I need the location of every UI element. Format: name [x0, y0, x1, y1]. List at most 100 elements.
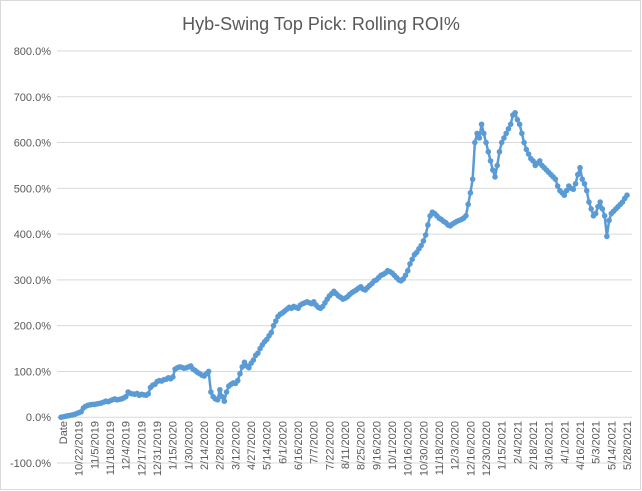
x-tick-label: 12/31/2019: [152, 421, 164, 476]
data-point: [402, 272, 409, 279]
data-point: [170, 374, 176, 380]
data-point: [512, 110, 518, 116]
x-tick-label: 10/30/2020: [418, 421, 430, 476]
data-point: [498, 139, 505, 146]
data-point: [481, 130, 487, 137]
data-point: [422, 232, 429, 238]
x-tick-label: 11/18/2020: [434, 421, 446, 475]
data-point: [409, 256, 416, 263]
x-tick-label: 1/15/2020: [168, 421, 180, 470]
data-point: [478, 121, 485, 128]
x-tick-label: 10/1/2020: [387, 421, 399, 470]
x-tick-label: 4/27/2020: [246, 421, 258, 470]
series-layer: [58, 110, 630, 421]
x-tick-label: 2/18/2021: [528, 421, 540, 470]
data-point: [219, 393, 225, 400]
y-tick-label: -100.0%: [10, 458, 51, 470]
data-point: [577, 164, 583, 171]
data-point: [221, 398, 228, 405]
x-tick-label: 12/3/2020: [450, 421, 462, 470]
data-point: [536, 158, 543, 164]
x-tick-label: 5/28/2021: [622, 421, 634, 470]
data-point: [272, 318, 279, 324]
data-point: [583, 187, 590, 194]
y-tick-label: 500.0%: [14, 183, 52, 195]
data-point: [624, 192, 630, 198]
data-point: [572, 180, 579, 187]
data-point: [489, 167, 496, 173]
x-tick-label: 2/4/2021: [512, 421, 524, 464]
x-tick-label: 12/4/2019: [121, 421, 133, 470]
x-tick-label: 3/16/2021: [544, 421, 556, 470]
data-point: [223, 389, 230, 395]
x-tick-label: 4/16/2021: [575, 421, 587, 470]
data-point: [255, 350, 261, 356]
data-point: [239, 364, 246, 370]
y-tick-label: 0.0%: [26, 412, 51, 424]
y-axis-tick-labels: -100.0% 0.0% 100.0% 200.0% 300.0% 400.0% 500.0…: [10, 46, 51, 470]
x-tick-label: 2/14/2020: [199, 421, 211, 470]
data-point: [420, 238, 427, 244]
chart-title: Hyb-Swing Top Pick: Rolling ROI%: [182, 14, 460, 34]
data-point: [581, 180, 588, 187]
data-point: [505, 126, 512, 132]
data-point: [552, 176, 559, 182]
y-tick-label: 100.0%: [14, 366, 52, 378]
data-point: [525, 151, 532, 157]
data-point: [145, 391, 152, 397]
x-tick-label: 7/7/2020: [309, 421, 321, 464]
data-point: [208, 389, 214, 395]
x-tick-label: 8/11/2020: [340, 421, 352, 469]
x-tick-label: 3/12/2020: [230, 421, 242, 470]
y-tick-label: 700.0%: [14, 92, 52, 104]
data-point: [597, 199, 603, 205]
data-point: [404, 267, 411, 274]
data-point: [503, 130, 509, 137]
data-point: [217, 386, 223, 393]
data-point: [467, 190, 474, 196]
data-point: [586, 199, 592, 205]
data-point: [205, 368, 212, 375]
data-point: [492, 174, 498, 180]
data-point: [561, 192, 568, 198]
data-point: [514, 116, 521, 123]
data-point: [579, 176, 586, 182]
x-tick-label: 10/16/2020: [403, 421, 415, 476]
data-point: [519, 130, 525, 137]
x-tick-label: 1/30/2020: [183, 421, 195, 470]
x-tick-label: 4/1/2021: [559, 421, 571, 464]
data-point: [606, 217, 612, 224]
gridlines: [57, 50, 632, 464]
data-point: [214, 397, 221, 403]
data-point: [483, 139, 489, 146]
data-point: [476, 135, 483, 141]
data-point: [516, 121, 523, 128]
data-point: [246, 364, 252, 371]
x-tick-label: 12/30/2020: [481, 421, 493, 476]
x-tick-label: 11/5/2019: [89, 421, 101, 469]
y-tick-label: 200.0%: [14, 321, 52, 333]
data-point: [604, 233, 610, 240]
data-point: [474, 130, 480, 137]
x-tick-label: 1/15/2021: [497, 421, 509, 470]
y-tick-label: 400.0%: [14, 229, 52, 241]
data-point: [250, 357, 257, 363]
data-point: [574, 171, 581, 178]
data-point: [469, 176, 476, 182]
data-point: [563, 187, 570, 194]
data-point: [465, 201, 471, 208]
x-tick-label: 2/28/2020: [215, 421, 227, 470]
data-point: [599, 206, 606, 212]
data-point: [501, 135, 507, 141]
x-tick-label: 6/1/2020: [277, 421, 289, 464]
data-point: [554, 183, 561, 189]
y-tick-label: 300.0%: [14, 275, 52, 287]
data-point: [592, 210, 599, 217]
x-tick-label: 9/16/2020: [371, 421, 383, 470]
data-point: [485, 148, 492, 155]
data-point: [270, 322, 277, 329]
x-tick-label: 10/22/2019: [74, 421, 86, 476]
data-point: [472, 139, 478, 146]
